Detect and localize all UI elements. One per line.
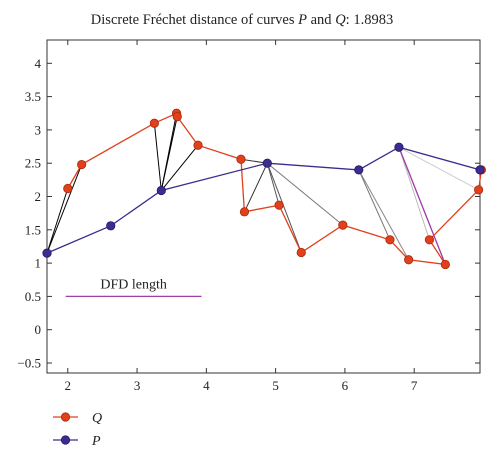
point-q	[149, 118, 159, 128]
coupling-line	[160, 144, 199, 191]
legend-q-label: Q	[92, 411, 102, 426]
point-q	[474, 185, 484, 195]
x-axis: 2 3 4 5 6 7	[65, 40, 418, 393]
chart-title: Discrete Fréchet distance of curves P an…	[91, 12, 393, 28]
point-q	[338, 220, 348, 230]
legend-entry-q: Q	[53, 411, 102, 426]
coupling-line	[398, 147, 430, 240]
y-tick-label: 1.5	[25, 222, 41, 237]
coupling-line	[153, 123, 162, 191]
coupling-line	[266, 163, 280, 206]
coupling-line	[243, 162, 268, 213]
coupling-line	[266, 163, 302, 253]
coupling-line	[358, 169, 391, 241]
coupling-line	[46, 164, 83, 254]
title-middle: and	[307, 12, 335, 28]
y-tick-label: −0.5	[17, 356, 41, 371]
point-q	[236, 154, 246, 164]
y-tick-label: 3	[35, 122, 42, 137]
point-q	[296, 247, 306, 258]
point-p	[475, 165, 485, 175]
y-tick-label: 0	[35, 322, 42, 337]
point-p	[106, 221, 116, 231]
point-q	[385, 235, 395, 245]
point-q	[172, 111, 182, 122]
point-p	[42, 248, 52, 258]
coupling-line	[358, 169, 410, 261]
point-q	[77, 159, 87, 170]
plot-area-frame	[46, 39, 481, 374]
title-suffix: : 1.8983	[346, 12, 394, 28]
legend-p-marker	[60, 435, 71, 445]
legend-q-marker	[60, 412, 71, 422]
coupling-line	[46, 188, 69, 254]
point-p	[394, 142, 404, 152]
title-curve-q: Q	[335, 12, 346, 28]
dfd-length-label: DFD length	[100, 277, 167, 292]
coupling-lines	[46, 113, 482, 265]
point-q	[424, 235, 435, 245]
point-q	[239, 207, 250, 217]
point-q	[440, 259, 450, 270]
point-p	[262, 158, 272, 168]
x-tick-label: 3	[134, 378, 141, 393]
point-q	[63, 183, 73, 194]
y-tick-label: 4	[35, 56, 42, 71]
legend-entry-p: P	[53, 434, 101, 449]
y-tick-label: 1	[35, 256, 42, 271]
point-p	[354, 165, 364, 175]
y-tick-label: 3.5	[25, 89, 41, 104]
x-tick-label: 5	[272, 378, 279, 393]
coupling-line	[266, 162, 344, 226]
legend-p-label: P	[91, 434, 101, 449]
point-p	[156, 185, 166, 196]
y-axis: −0.5 0 0.5 1 1.5 2 2.5 3 3.5 4	[17, 56, 480, 371]
point-q	[404, 255, 414, 265]
x-tick-label: 4	[203, 378, 210, 393]
series-layer	[46, 112, 483, 266]
title-curve-p: P	[297, 12, 307, 28]
x-tick-label: 2	[65, 378, 72, 393]
dfd-coupling-line	[398, 146, 446, 265]
y-tick-label: 2.5	[25, 156, 41, 171]
title-prefix: Discrete Fréchet distance of curves	[91, 12, 298, 28]
coupling-line	[160, 116, 178, 191]
x-tick-label: 6	[342, 378, 349, 393]
marker-layer	[42, 108, 486, 270]
x-tick-label: 7	[411, 378, 418, 393]
legend: Q P	[53, 411, 102, 449]
y-tick-label: 2	[35, 189, 42, 204]
point-q	[274, 200, 284, 210]
point-q	[193, 140, 203, 150]
coupling-line	[398, 146, 479, 191]
y-tick-label: 0.5	[25, 289, 41, 304]
